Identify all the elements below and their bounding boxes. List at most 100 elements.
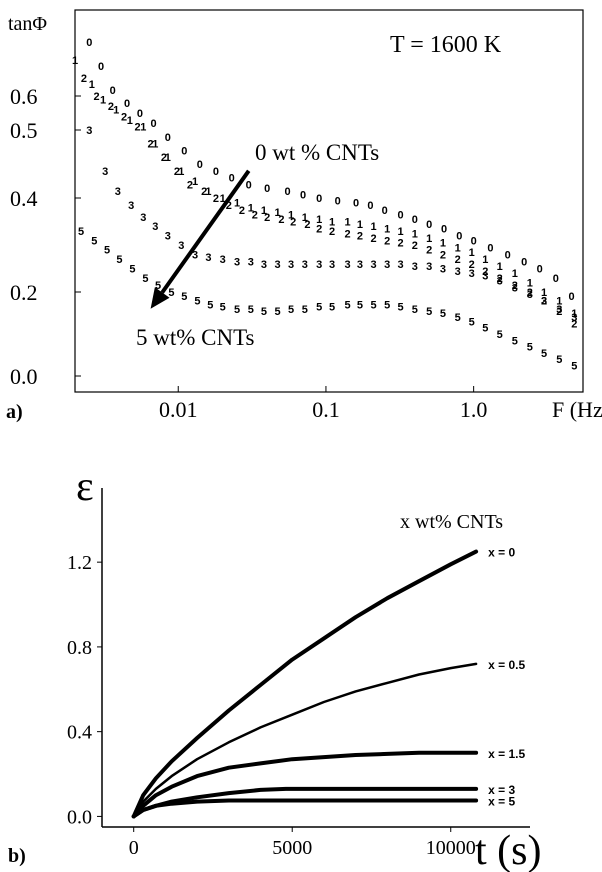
panel-a-point-marker: 1 [329,217,335,229]
panel-a-point-marker: 1 [412,228,418,240]
panel-a-point-marker: 2 [426,245,432,257]
panel-a-label: a) [6,401,23,423]
panel-a-point-marker: 5 [482,323,488,335]
panel-a-point-marker: 5 [220,302,226,314]
panel-a-point-marker: 1 [397,226,403,238]
panel-a-point-marker: 3 [86,125,92,137]
panel-a-point-marker: 1 [541,287,547,299]
panel-a-point-marker: 2 [412,240,418,252]
panel-b-series-label: x = 3 [488,783,515,797]
panel-a-point-marker: 5 [168,287,174,299]
panel-a-point-marker: 0 [335,195,341,207]
panel-a-point-marker: 1 [302,212,308,224]
panel-a-point-marker: 5 [104,245,110,257]
panel-a-point-marker: 5 [370,300,376,312]
panel-a-arrow-head [150,287,170,309]
panel-a-point-marker: 2 [571,319,577,331]
panel-b-ylabel: ε [76,464,94,510]
panel-a-point-marker: 0 [505,249,511,261]
panel-a-point-marker: 3 [128,200,134,212]
panel-a-point-marker: 2 [304,219,310,231]
panel-a-point-marker: 5 [512,335,518,347]
panel-a-point-marker: 2 [527,287,533,299]
panel-a-x-tick-label: 0.1 [312,397,340,422]
panel-a-point-marker: 1 [357,219,363,231]
panel-a-point-marker: 1 [178,166,184,178]
panel-a-point-marker: 3 [426,261,432,273]
panel-a-point-marker: 2 [329,226,335,238]
panel-a-point-marker: 5 [181,291,187,303]
panel-a-point-marker: 0 [441,224,447,236]
panel-a-point-marker: 5 [78,226,84,238]
panel-a-point-marker: 1 [165,152,171,164]
panel-a-point-marker: 1 [497,261,503,273]
panel-b-series-line [132,662,478,818]
panel-a-point-marker: 1 [556,295,562,307]
panel-b-axis-ticks: 0 5000 10000 0.0 0.4 0.8 1.2 [67,552,476,859]
panel-a-point-marker: 0 [229,173,235,185]
panel-a-point-marker: 1 [512,268,518,280]
panel-a-point-marker: 1 [455,242,461,254]
panel-a-temperature: T = 1600 K [390,32,502,58]
panel-a-point-marker: 5 [527,342,533,354]
panel-a-point-marker: 1 [100,94,106,106]
panel-b-y-tick-label: 0.0 [67,806,92,828]
panel-a-y-tick-label: 0.4 [10,186,38,211]
panel-a-point-marker: 2 [541,295,547,307]
panel-a-point-marker: 0 [367,200,373,212]
panel-a-point-marker: 3 [357,259,363,271]
panel-a-point-marker: 3 [527,289,533,301]
panel-b: 0 5000 10000 0.0 0.4 0.8 1.2 x = 0 x = 0.5 x = 1… [8,464,542,872]
panel-a-point-marker: 2 [121,111,127,123]
panel-a-annotation-end: 5 wt% CNTs [136,325,255,350]
panel-a-point-marker: 3 [497,275,503,287]
panel-a-point-marker: 1 [426,233,432,245]
panel-a-point-marker: 5 [155,280,161,292]
panel-a-point-marker: 3 [178,240,184,252]
panel-a-point-marker: 5 [207,300,213,312]
panel-a-point-marker: 1 [140,122,146,134]
panel-a-point-marker: 3 [455,266,461,278]
panel-a-point-marker: 2 [482,266,488,278]
panel-a-point-marker: 1 [440,238,446,250]
panel-b-series-label: x = 0 [488,546,515,560]
panel-b-x-tick-label: 0 [129,837,139,859]
panel-a-point-marker: 1 [274,207,280,219]
panel-a-point-marker: 2 [134,122,140,134]
panel-a-xlabel: F (Hz) [552,397,602,422]
panel-a-point-marker: 5 [384,300,390,312]
panel-a-point-marker: 2 [344,228,350,240]
panel-a-point-marker: 2 [384,235,390,247]
panel-a-point-marker: 0 [124,98,130,110]
panel-a-point-marker: 0 [553,273,559,285]
panel-a-point-marker: 5 [344,300,350,312]
panel-a-point-marker: 5 [329,302,335,314]
panel-a-point-marker: 3 [165,231,171,243]
panel-a-point-marker: 2 [174,166,180,178]
panel-b-series-line [131,549,479,819]
panel-a-point-marker: 0 [137,108,143,120]
panel-a-point-marker: 2 [370,233,376,245]
panel-a-point-marker: 5 [116,254,122,266]
panel-a-plot-frame [74,9,584,393]
panel-a-point-marker: 5 [397,302,403,314]
panel-a-point-marker: 1 [127,115,133,127]
panel-a-point-marker: 0 [98,61,104,73]
panel-a-point-marker: 1 [89,79,95,91]
panel-b-xlabel: t (s) [475,828,542,872]
panel-a-point-marker: 5 [302,304,308,316]
panel-a-point-marker: 5 [571,361,577,373]
panel-a-point-marker: 0 [426,219,432,231]
panel-b-series-label: x = 0.5 [488,658,525,672]
panel-a-point-marker: 5 [412,304,418,316]
panel-a-point-marker: 0 [412,214,418,226]
panel-b-series-line [131,750,479,819]
panel-a-point-marker: 0 [537,264,543,276]
panel-a-point-marker: 3 [344,259,350,271]
panel-a-point-marker: 3 [220,254,226,266]
panel-b-series-label: x = 1.5 [488,747,525,761]
panel-a-point-marker: 1 [192,176,198,188]
panel-a-x-tick-label: 1.0 [460,397,488,422]
